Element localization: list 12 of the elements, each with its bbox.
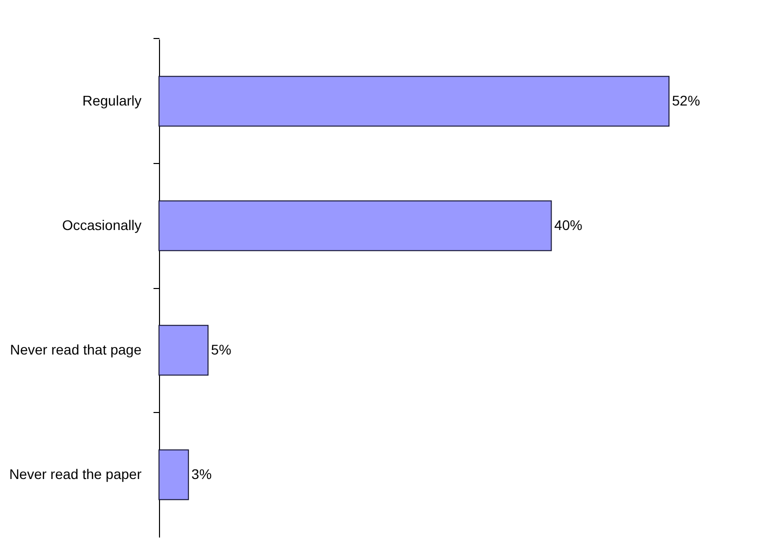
data-label: 52% [672, 92, 700, 108]
data-label: 5% [211, 341, 232, 358]
data-label: 3% [191, 466, 212, 482]
bar [158, 200, 552, 252]
y-tick-label: Never read the paper [9, 466, 142, 482]
data-label: 40% [554, 216, 582, 233]
bar [158, 324, 209, 376]
y-tick-label: Regularly [82, 92, 142, 108]
bar [158, 449, 189, 500]
y-tick-label: Occasionally [62, 216, 142, 233]
bar [158, 76, 670, 127]
y-tick-label: Never read that page [10, 341, 142, 358]
